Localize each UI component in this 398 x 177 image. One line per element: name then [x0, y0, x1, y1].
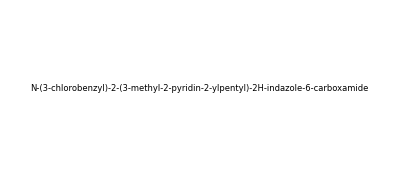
Text: N-(3-chlorobenzyl)-2-(3-methyl-2-pyridin-2-ylpentyl)-2H-indazole-6-carboxamide: N-(3-chlorobenzyl)-2-(3-methyl-2-pyridin… [30, 84, 368, 93]
